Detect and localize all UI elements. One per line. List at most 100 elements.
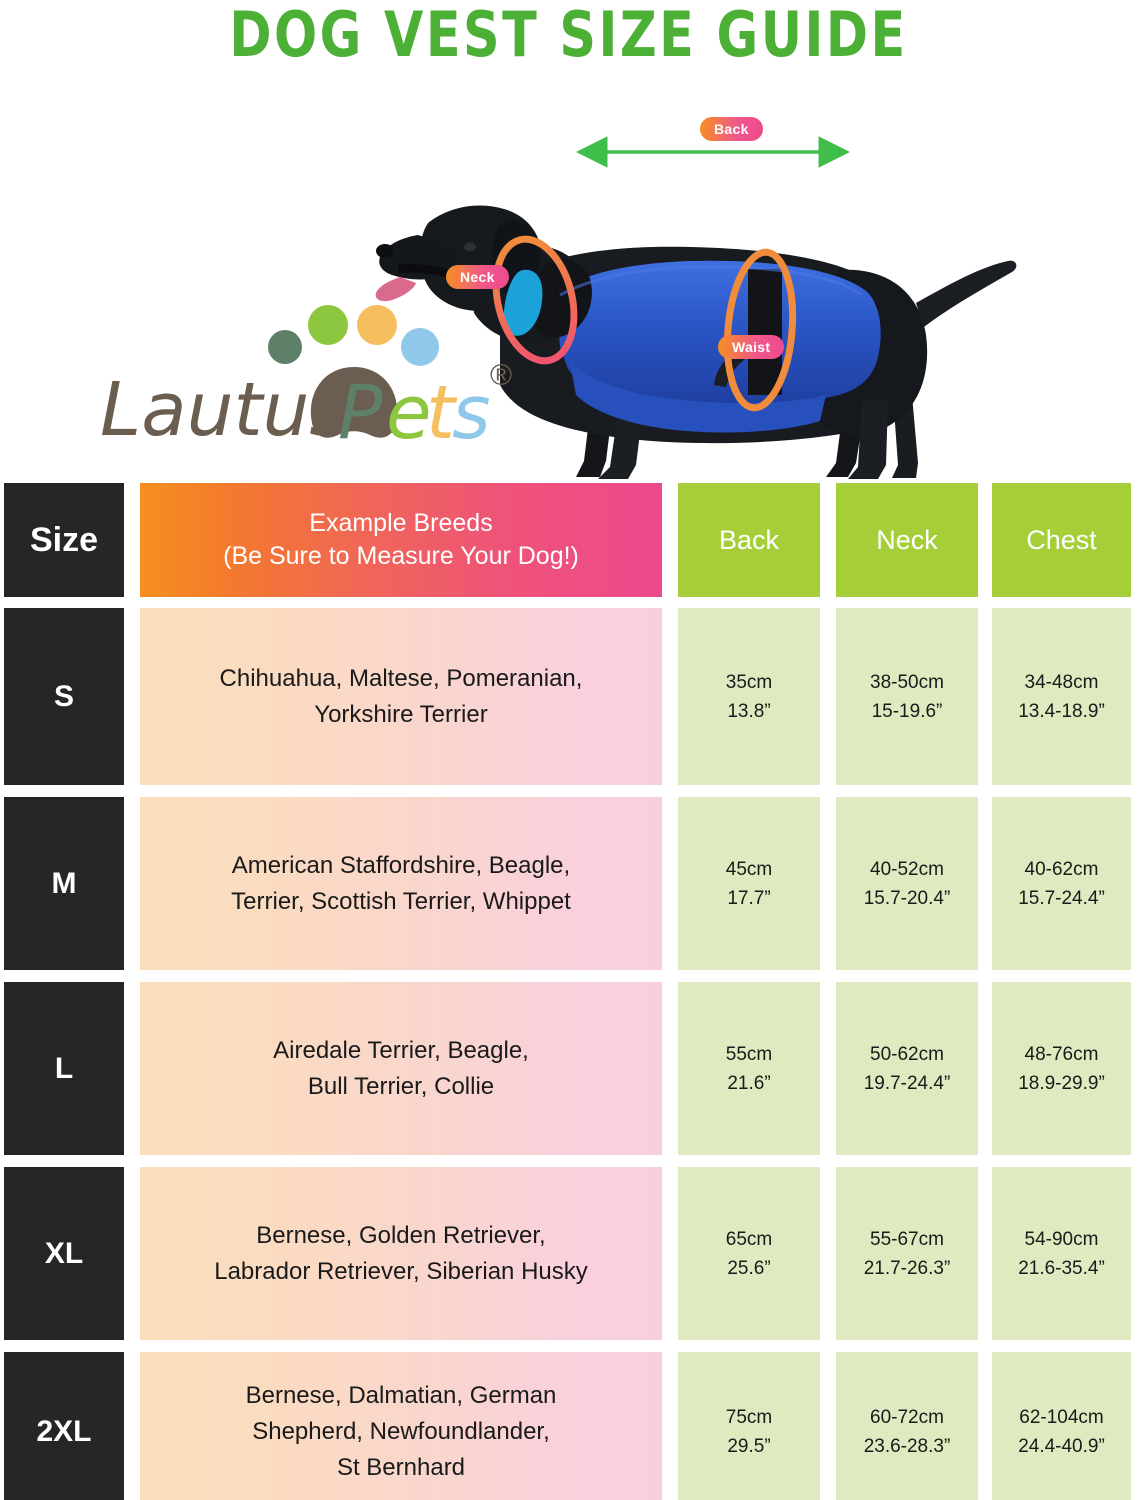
row-back-measure: 65cm 25.6” (678, 1167, 820, 1340)
size-chart-table: Size Example Breeds (Be Sure to Measure … (0, 483, 1137, 1500)
measure-cm: 35cm (725, 671, 773, 693)
measure-cm: 48-76cm (1024, 1043, 1099, 1065)
row-size-badge: XL (4, 1167, 124, 1340)
row-neck-measure: 38-50cm 15-19.6” (836, 608, 978, 785)
size-label: M (51, 866, 77, 900)
row-chest-measure: 62-104cm 24.4-40.9” (992, 1352, 1131, 1500)
dog-vest (503, 259, 881, 433)
header-label-breeds-line2: (Be Sure to Measure Your Dog!) (223, 542, 579, 570)
table-row: 2XL Bernese, Dalmatian, German Shepherd,… (0, 1352, 1137, 1500)
measure-in: 21.6-35.4” (1018, 1257, 1105, 1279)
brand-name-s: s (452, 370, 491, 455)
row-neck-measure: 50-62cm 19.7-24.4” (836, 982, 978, 1155)
row-chest-measure: 48-76cm 18.9-29.9” (992, 982, 1131, 1155)
measure-cm: 65cm (725, 1228, 773, 1250)
dog-measurement-illustration: Back Neck Waist Lautus P e t s ® (0, 95, 1137, 480)
row-neck-measure: 55-67cm 21.7-26.3” (836, 1167, 978, 1340)
neck-measure-loop (492, 235, 578, 365)
header-cell-back: Back (678, 483, 820, 597)
brand-name-p: P (338, 370, 383, 455)
header-cell-size: Size (4, 483, 124, 597)
brand-logo: Lautus P e t s ® (100, 305, 512, 455)
row-size-badge: L (4, 982, 124, 1155)
breed-line: St Bernhard (336, 1454, 466, 1481)
measure-in: 15.7-20.4” (863, 887, 951, 909)
brand-name-lautus: Lautus (100, 367, 348, 453)
measure-in: 17.7” (727, 887, 771, 909)
header-cell-breeds: Example Breeds (Be Sure to Measure Your … (140, 483, 662, 597)
breed-line: Bernese, Golden Retriever, (256, 1221, 546, 1249)
measure-cm: 40-52cm (870, 858, 944, 880)
header-label-breeds-line1: Example Breeds (309, 509, 493, 537)
size-label: 2XL (36, 1415, 92, 1448)
paw-print-icon (268, 305, 439, 438)
row-breeds: Bernese, Golden Retriever, Labrador Retr… (140, 1167, 662, 1340)
measure-in: 29.5” (727, 1436, 771, 1457)
measure-cm: 60-72cm (870, 1407, 944, 1428)
size-label: L (54, 1051, 74, 1085)
measure-in: 15.7-24.4” (1018, 887, 1105, 909)
registered-trademark-icon: ® (490, 359, 512, 392)
row-breeds: American Staffordshire, Beagle, Terrier,… (140, 797, 662, 970)
measure-in: 24.4-40.9” (1018, 1436, 1105, 1457)
row-neck-measure: 60-72cm 23.6-28.3” (836, 1352, 978, 1500)
breed-line: Chihuahua, Maltese, Pomeranian, (219, 664, 583, 692)
size-label: XL (44, 1236, 84, 1270)
measure-in: 19.7-24.4” (863, 1072, 951, 1094)
row-neck-measure: 40-52cm 15.7-20.4” (836, 797, 978, 970)
breed-line: Airedale Terrier, Beagle, (273, 1036, 529, 1064)
breed-line: Yorkshire Terrier (314, 700, 488, 728)
header-label-back: Back (718, 524, 780, 555)
measure-cm: 50-62cm (870, 1043, 944, 1065)
header-cell-chest: Chest (992, 483, 1131, 597)
measure-cm: 38-50cm (870, 671, 944, 693)
header-cell-neck: Neck (836, 483, 978, 597)
waist-measure-loop (723, 248, 797, 412)
row-chest-measure: 54-90cm 21.6-35.4” (992, 1167, 1131, 1340)
measure-cm: 55cm (725, 1043, 773, 1065)
breed-line: Shepherd, Newfoundlander, (252, 1418, 550, 1445)
header-label-size: Size (29, 520, 99, 559)
measure-in: 18.9-29.9” (1018, 1072, 1105, 1094)
measure-in: 13.8” (727, 700, 771, 722)
row-chest-measure: 40-62cm 15.7-24.4” (992, 797, 1131, 970)
measure-cm: 34-48cm (1024, 671, 1099, 693)
brand-name-e: e (386, 370, 432, 455)
row-size-badge: M (4, 797, 124, 970)
measure-cm: 62-104cm (1019, 1407, 1104, 1428)
row-breeds: Chihuahua, Maltese, Pomeranian, Yorkshir… (140, 608, 662, 785)
waist-measure-label: Waist (718, 335, 785, 359)
breed-line: American Staffordshire, Beagle, (231, 851, 571, 879)
table-header-row: Size Example Breeds (Be Sure to Measure … (0, 483, 1137, 597)
measure-in: 25.6” (727, 1257, 771, 1279)
row-size-badge: S (4, 608, 124, 785)
measure-cm: 45cm (725, 858, 773, 880)
row-back-measure: 55cm 21.6” (678, 982, 820, 1155)
table-row: XL Bernese, Golden Retriever, Labrador R… (0, 1167, 1137, 1340)
measure-in: 21.6” (727, 1072, 771, 1094)
page-title: DOG VEST SIZE GUIDE (229, 0, 908, 71)
breed-line: Bull Terrier, Collie (307, 1072, 495, 1100)
breed-line: Labrador Retriever, Siberian Husky (214, 1257, 588, 1285)
measure-cm: 55-67cm (870, 1228, 944, 1250)
brand-name-t: t (426, 370, 458, 455)
measure-cm: 75cm (725, 1407, 773, 1428)
row-back-measure: 75cm 29.5” (678, 1352, 820, 1500)
back-measure-label: Back (700, 117, 763, 141)
measure-cm: 40-62cm (1024, 858, 1099, 880)
measure-in: 15-19.6” (871, 700, 943, 722)
measure-cm: 54-90cm (1024, 1228, 1099, 1250)
row-breeds: Airedale Terrier, Beagle, Bull Terrier, … (140, 982, 662, 1155)
row-back-measure: 35cm 13.8” (678, 608, 820, 785)
table-row: M American Staffordshire, Beagle, Terrie… (0, 797, 1137, 970)
measure-in: 13.4-18.9” (1018, 700, 1105, 722)
header-label-chest: Chest (1026, 524, 1097, 555)
neck-measure-label: Neck (446, 265, 509, 289)
measure-in: 21.7-26.3” (863, 1257, 951, 1279)
size-label: S (53, 679, 74, 713)
row-back-measure: 45cm 17.7” (678, 797, 820, 970)
table-row: S Chihuahua, Maltese, Pomeranian, Yorksh… (0, 608, 1137, 785)
table-row: L Airedale Terrier, Beagle, Bull Terrier… (0, 982, 1137, 1155)
row-chest-measure: 34-48cm 13.4-18.9” (992, 608, 1131, 785)
